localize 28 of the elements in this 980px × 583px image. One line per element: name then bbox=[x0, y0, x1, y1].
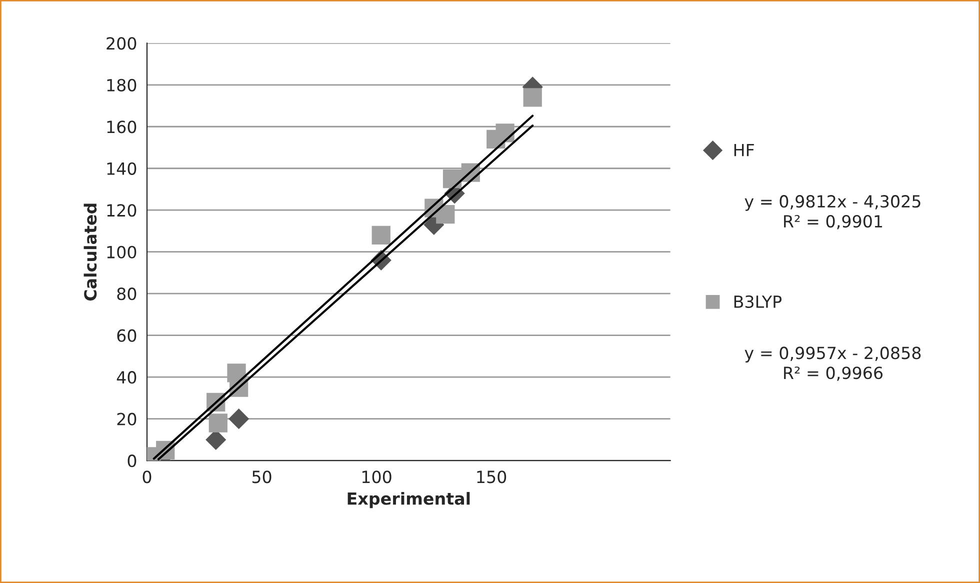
y-tick-label: 200 bbox=[106, 37, 136, 50]
legend-label: B3LYP bbox=[734, 295, 782, 308]
text: y = 0,9957x - 2,0858 R² = 0,9966 bbox=[744, 346, 921, 381]
y-tick-label: 40 bbox=[116, 371, 136, 384]
point bbox=[436, 204, 455, 224]
y-tick-label: 120 bbox=[107, 204, 136, 217]
x-tick-label: 50 bbox=[252, 470, 272, 484]
x-axis-title: Experimental bbox=[348, 492, 470, 508]
point bbox=[208, 414, 228, 432]
y-tick-label: 160 bbox=[107, 120, 136, 134]
point bbox=[372, 226, 390, 244]
y-tick-label: 20 bbox=[117, 412, 136, 426]
y-axis-title: Calculated bbox=[84, 204, 97, 301]
y-tick-label: 180 bbox=[107, 78, 136, 92]
y-tick-label: 60 bbox=[117, 329, 136, 342]
x-tick-label: 100 bbox=[362, 470, 392, 484]
point bbox=[228, 408, 250, 430]
point bbox=[442, 169, 462, 188]
point bbox=[523, 88, 542, 107]
x-tick-label: 150 bbox=[477, 470, 506, 484]
point bbox=[496, 124, 514, 142]
text: y = 0,9812x - 4,3025 R² = 0,9901 bbox=[744, 195, 920, 230]
x-tick-label: 0 bbox=[142, 470, 152, 484]
y-tick-label: 100 bbox=[107, 246, 136, 258]
y-tick-label: 140 bbox=[107, 162, 136, 175]
y-tick-label: 0 bbox=[128, 454, 136, 468]
legend-label: HF bbox=[734, 144, 754, 156]
y-tick-label: 80 bbox=[117, 288, 136, 300]
